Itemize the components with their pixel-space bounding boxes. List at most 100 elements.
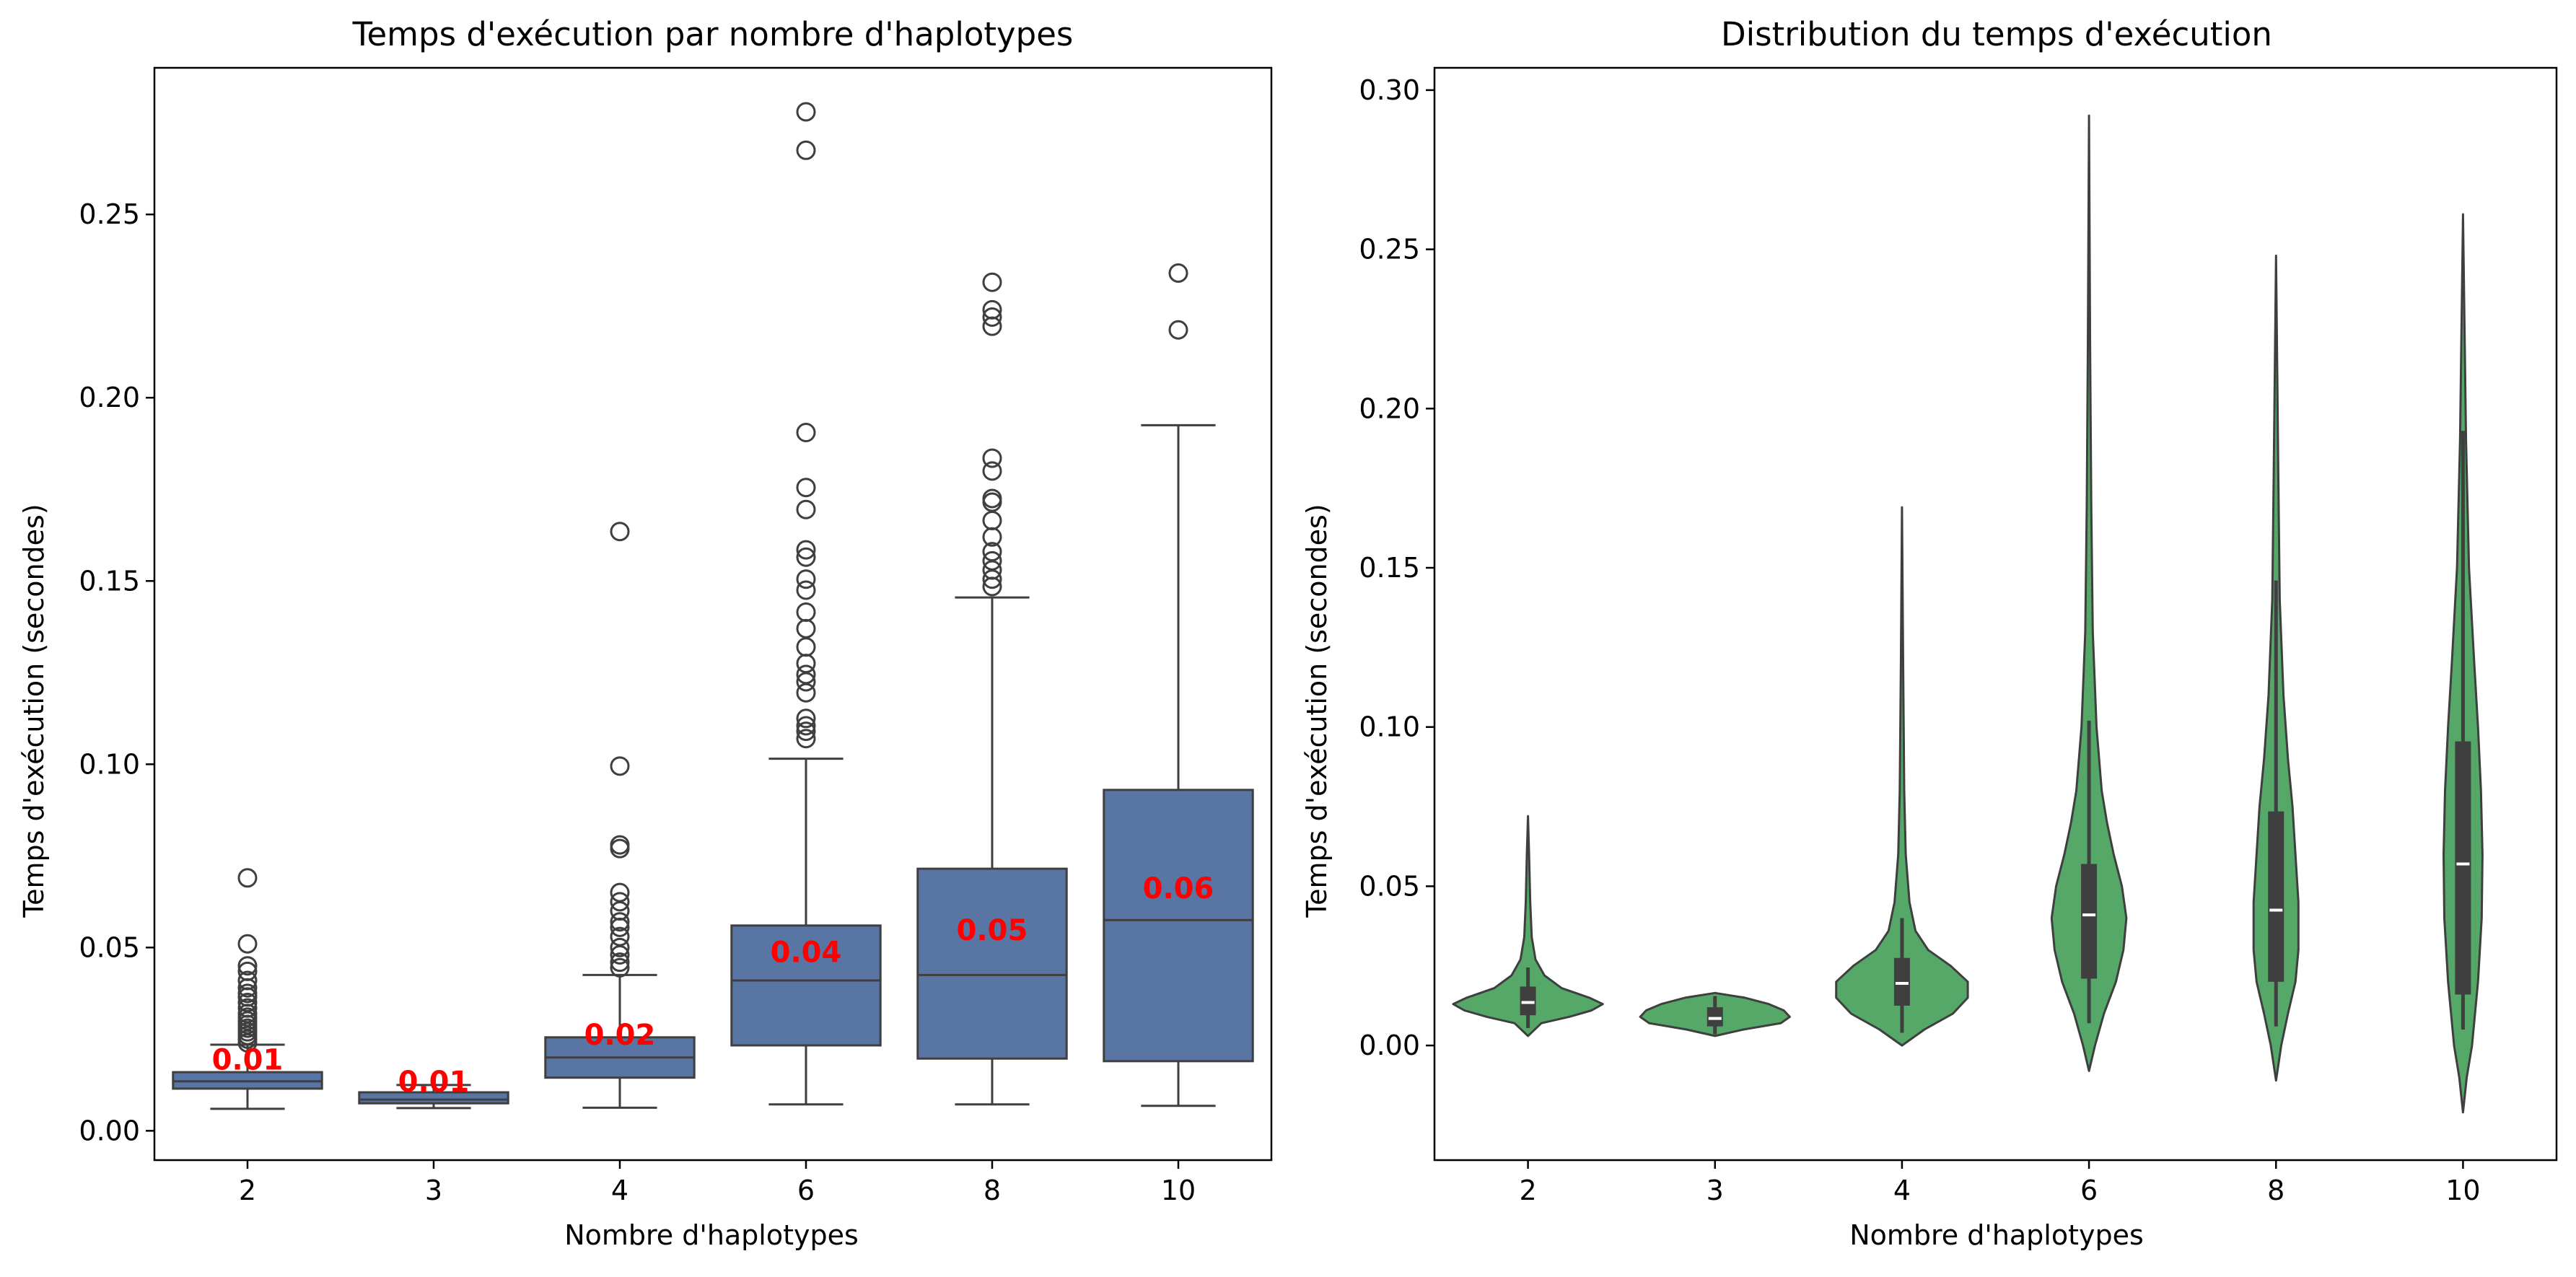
violin-panel: Distribution du temps d'exécution Temps … <box>1301 15 2558 1251</box>
boxplot-y-tick-label: 0.25 <box>79 198 140 230</box>
boxplot-x-axis-label: Nombre d'haplotypes <box>564 1219 859 1251</box>
box-outlier <box>796 618 816 638</box>
violin-y-tick-label: 0.10 <box>1359 711 1420 743</box>
box-outlier <box>796 478 816 498</box>
box-outlier <box>796 683 816 703</box>
violin-inner-box <box>2455 741 2471 995</box>
boxplot-plot-area: 0.01 0.01 0.02 0.04 0.05 0.06 0.00 0.05 0.10 0.15… <box>79 66 1273 1206</box>
violin-x-tick-label: 3 <box>1707 1175 1724 1206</box>
box-outlier <box>237 1032 258 1053</box>
violin-inner-box <box>2081 864 2098 979</box>
box-outlier <box>796 672 816 692</box>
violin-x-axis-label: Nombre d'haplotypes <box>1849 1219 2144 1251</box>
box-outlier <box>1168 320 1188 340</box>
box-mean-label: 0.05 <box>957 914 1028 947</box>
box-outlier <box>237 978 258 998</box>
box-outlier <box>796 716 816 736</box>
box-outlier <box>982 510 1002 530</box>
box-outlier <box>1168 263 1188 284</box>
box-outlier <box>796 721 816 742</box>
box-mean-label: 0.06 <box>1143 872 1214 905</box>
boxplot-y-tick-label: 0.20 <box>79 382 140 413</box>
violin-axes-frame <box>1433 66 2558 1162</box>
boxplot-x-tick-label: 8 <box>983 1175 1001 1206</box>
box-outlier <box>982 461 1002 481</box>
box-outlier <box>982 448 1002 468</box>
box-outlier <box>610 917 630 937</box>
box-outlier <box>237 868 258 888</box>
boxplot-y-tick-label: 0.00 <box>79 1115 140 1146</box>
box-body-8 <box>916 867 1068 1060</box>
box-outlier <box>796 708 816 729</box>
violin-plot-area: 0.00 0.05 0.10 0.15 0.20 0.25 0.30 2 3 4 6 8 10 <box>1359 66 2558 1206</box>
violin-body-6 <box>2050 114 2128 1072</box>
box-outlier <box>796 540 816 560</box>
box-outlier <box>610 944 630 965</box>
box-outlier <box>237 934 258 954</box>
box-outlier <box>796 580 816 600</box>
violin-y-tick-label: 0.05 <box>1359 870 1420 902</box>
box-outlier <box>796 102 816 122</box>
violin-title: Distribution du temps d'exécution <box>1721 15 2272 53</box>
box-outlier <box>982 569 1002 589</box>
boxplot-y-axis-label: Temps d'exécution (secondes) <box>18 504 50 918</box>
box-mean-label: 0.02 <box>584 1019 656 1052</box>
box-outlier <box>610 892 630 912</box>
boxplot-x-tick-label: 2 <box>239 1175 256 1206</box>
violin-inner-box <box>1707 1007 1723 1027</box>
violin-y-tick-label: 0.20 <box>1359 392 1420 424</box>
violin-y-tick-label: 0.25 <box>1359 234 1420 266</box>
boxplot-x-tick-label: 4 <box>611 1175 628 1206</box>
box-body-6 <box>730 924 882 1047</box>
box-outlier <box>610 952 630 973</box>
violin-x-tick-label: 2 <box>1519 1175 1536 1206</box>
boxplot-x-tick-label: 6 <box>797 1175 815 1206</box>
boxplot-axes-frame <box>153 66 1273 1162</box>
violin-x-tick-label: 4 <box>1893 1175 1911 1206</box>
box-outlier <box>796 547 816 567</box>
box-outlier <box>610 522 630 542</box>
violin-body-2 <box>1452 815 1604 1037</box>
violin-inner-box <box>1893 957 1910 1006</box>
box-outlier <box>796 140 816 160</box>
box-outlier <box>610 957 630 978</box>
box-outlier <box>610 838 630 859</box>
box-outlier <box>796 602 816 622</box>
violin-y-tick-label: 0.30 <box>1359 74 1420 106</box>
violin-y-axis-label: Temps d'exécution (secondes) <box>1301 504 1333 918</box>
box-outlier <box>796 637 816 657</box>
violin-x-tick-label: 10 <box>2445 1175 2480 1206</box>
boxplot-y-tick-label: 0.15 <box>79 565 140 597</box>
box-outlier <box>982 576 1002 597</box>
boxplot-x-tick-label: 3 <box>425 1175 442 1206</box>
box-outlier <box>982 272 1002 292</box>
box-outlier <box>982 527 1002 547</box>
box-mean-label: 0.04 <box>771 936 842 969</box>
violin-x-tick-label: 8 <box>2267 1175 2284 1206</box>
box-outlier <box>796 499 816 519</box>
box-outlier <box>796 729 816 749</box>
box-body-10 <box>1103 789 1254 1063</box>
box-outlier <box>982 307 1002 327</box>
boxplot-x-tick-label: 10 <box>1161 1175 1196 1206</box>
box-outlier <box>610 912 630 932</box>
boxplot-title: Temps d'exécution par nombre d'haplotype… <box>352 15 1074 53</box>
box-outlier <box>610 937 630 957</box>
box-mean-label: 0.01 <box>398 1066 470 1099</box>
box-outlier <box>237 956 258 976</box>
box-outlier <box>796 569 816 589</box>
box-outlier <box>610 756 630 776</box>
violin-inner-box <box>2268 811 2284 982</box>
violin-y-tick-label: 0.00 <box>1359 1030 1420 1061</box>
boxplot-y-tick-label: 0.05 <box>79 931 140 963</box>
violin-x-tick-label: 6 <box>2080 1175 2098 1206</box>
boxplot-y-tick-label: 0.10 <box>79 748 140 780</box>
box-outlier <box>982 316 1002 336</box>
box-mean-label: 0.01 <box>212 1043 284 1076</box>
violin-body-4 <box>1835 506 1969 1047</box>
violin-y-tick-label: 0.15 <box>1359 552 1420 584</box>
box-outlier <box>796 423 816 443</box>
boxplot-panel: Temps d'exécution par nombre d'haplotype… <box>18 15 1273 1251</box>
